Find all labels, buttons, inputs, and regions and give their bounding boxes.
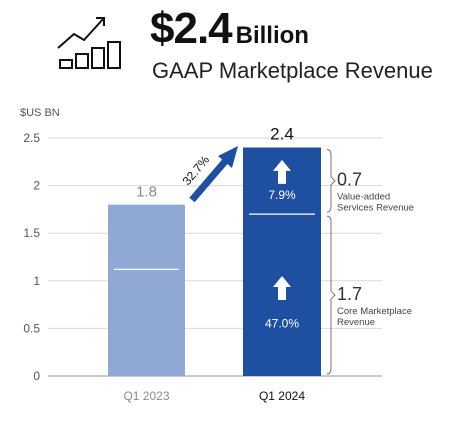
bar-q1-2024 [243,147,321,376]
up-arrow-icon [273,159,291,184]
headline-unit: Billion [235,22,309,49]
annotation-label: Core Marketplace [337,306,412,317]
annotation-brace [326,149,336,213]
headline-subtitle: GAAP Marketplace Revenue [152,58,433,83]
up-arrow-icon [273,276,291,301]
bar-total-label: 2.4 [270,125,294,144]
annotation-brace [326,215,336,375]
y-tick-label: 0 [33,369,40,383]
growth-arrow-head-icon [218,146,238,168]
y-axis-label: $US BN [20,107,60,119]
y-tick-label: 2.5 [23,131,40,145]
y-tick-label: 2 [33,179,40,193]
annotation-label: Revenue [337,317,375,328]
bar-q1-2023 [108,204,185,376]
annotation-value: 1.7 [337,284,362,304]
y-tick-label: 1 [33,274,40,288]
y-tick-label: 1.5 [23,226,40,240]
annotation-value: 0.7 [337,170,362,190]
growth-arrow-shaft [189,155,231,203]
bar-total-label: 1.8 [136,184,157,201]
headline: $2.4 Billion [150,4,309,54]
y-tick-label: 0.5 [23,321,40,335]
annotation-label: Value-added [337,192,390,203]
growth-chart-icon [57,17,121,69]
segment-growth-label: 7.9% [268,188,296,202]
annotation-label: Services Revenue [337,203,414,214]
x-tick-label: Q1 2023 [123,389,169,403]
headline-value: $2.4 [150,4,233,53]
segment-growth-label: 47.0% [265,317,299,331]
x-tick-label: Q1 2024 [259,389,305,403]
